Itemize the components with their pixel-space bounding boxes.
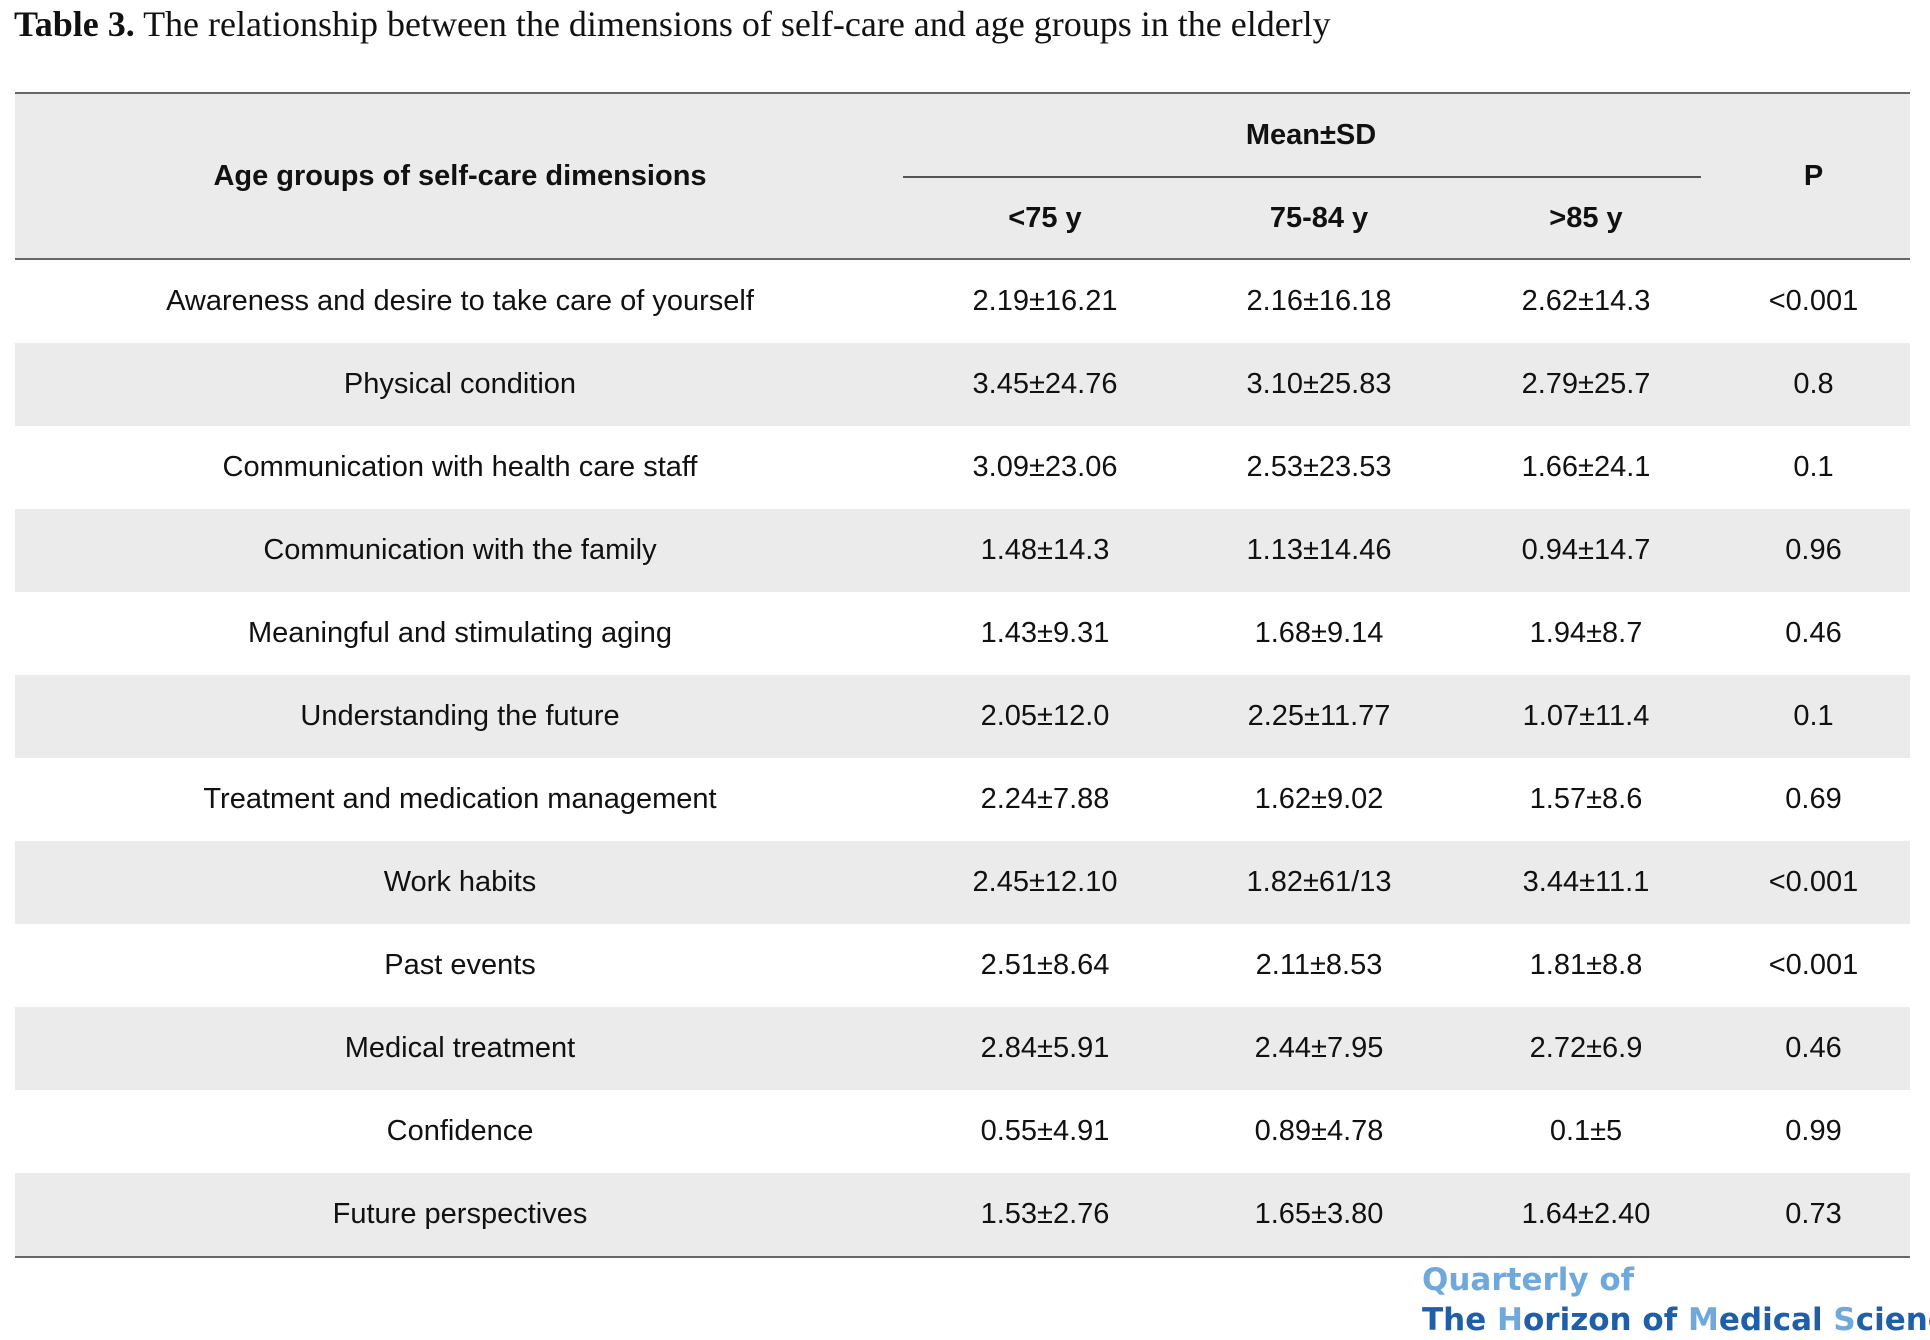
row-value-75-84: 1.68±9.14	[1254, 617, 1384, 649]
table-row: Understanding the future 2.05±12.0 2.25±…	[15, 675, 1910, 758]
table-top-rule	[15, 92, 1910, 94]
header-group-rule	[903, 176, 1701, 178]
row-dimension: Communication with health care staff	[222, 451, 698, 483]
row-dimension: Work habits	[383, 866, 537, 898]
row-p-value: <0.001	[1768, 866, 1859, 898]
row-p-value: 0.8	[1793, 368, 1834, 400]
row-value-under-75: 2.24±7.88	[980, 783, 1110, 815]
logo-part: edical	[1718, 1302, 1834, 1338]
row-dimension: Understanding the future	[300, 700, 620, 732]
header-col-under-75: <75 y	[1008, 202, 1082, 234]
row-value-75-84: 1.65±3.80	[1254, 1198, 1384, 1230]
table-row: Meaningful and stimulating aging 1.43±9.…	[15, 592, 1910, 675]
row-dimension: Meaningful and stimulating aging	[248, 617, 672, 649]
row-dimension: Medical treatment	[344, 1032, 576, 1064]
row-p-value: 0.1	[1793, 700, 1834, 732]
logo-part: S	[1833, 1302, 1856, 1338]
row-value-over-85: 1.57±8.6	[1529, 783, 1643, 815]
row-value-over-85: 1.94±8.7	[1529, 617, 1643, 649]
row-value-under-75: 0.55±4.91	[980, 1115, 1110, 1147]
row-dimension: Confidence	[386, 1115, 534, 1147]
table-row: Physical condition 3.45±24.76 3.10±25.83…	[15, 343, 1910, 426]
header-dimension: Age groups of self-care dimensions	[213, 160, 707, 192]
row-value-over-85: 3.44±11.1	[1522, 866, 1650, 898]
row-value-75-84: 2.44±7.95	[1254, 1032, 1384, 1064]
table-body: Awareness and desire to take care of you…	[15, 260, 1910, 1256]
row-value-over-85: 0.94±14.7	[1521, 534, 1651, 566]
row-value-over-85: 1.07±11.4	[1522, 700, 1650, 732]
row-value-over-85: 2.72±6.9	[1529, 1032, 1643, 1064]
row-dimension: Communication with the family	[263, 534, 657, 566]
row-value-under-75: 2.45±12.10	[972, 866, 1118, 898]
table-row: Confidence 0.55±4.91 0.89±4.78 0.1±5 0.9…	[15, 1090, 1910, 1173]
row-value-75-84: 1.13±14.46	[1246, 534, 1392, 566]
row-value-over-85: 1.66±24.1	[1521, 451, 1651, 483]
row-value-75-84: 2.11±8.53	[1255, 949, 1383, 981]
header-p-value: P	[1803, 160, 1824, 192]
data-table: Age groups of self-care dimensions Mean±…	[15, 92, 1910, 1258]
table-bottom-rule	[15, 1256, 1910, 1258]
row-value-75-84: 2.53±23.53	[1246, 451, 1392, 483]
row-p-value: 0.69	[1785, 783, 1842, 815]
row-value-under-75: 1.43±9.31	[980, 617, 1110, 649]
row-p-value: 0.99	[1785, 1115, 1842, 1147]
row-value-under-75: 2.05±12.0	[980, 700, 1110, 732]
table-row: Future perspectives 1.53±2.76 1.65±3.80 …	[15, 1173, 1910, 1256]
row-dimension: Past events	[384, 949, 536, 981]
row-value-over-85: 2.62±14.3	[1521, 285, 1651, 317]
table-row: Work habits 2.45±12.10 1.82±61/13 3.44±1…	[15, 841, 1910, 924]
row-dimension: Physical condition	[343, 368, 577, 400]
table-row: Communication with the family 1.48±14.3 …	[15, 509, 1910, 592]
table-row: Medical treatment 2.84±5.91 2.44±7.95 2.…	[15, 1007, 1910, 1090]
row-value-over-85: 2.79±25.7	[1521, 368, 1651, 400]
table-row: Treatment and medication management 2.24…	[15, 758, 1910, 841]
row-value-over-85: 1.81±8.8	[1529, 949, 1643, 981]
logo-part: H	[1497, 1302, 1523, 1338]
row-dimension: Awareness and desire to take care of you…	[166, 285, 754, 317]
row-p-value: 0.46	[1785, 1032, 1842, 1064]
row-value-under-75: 2.51±8.64	[980, 949, 1110, 981]
row-value-under-75: 2.84±5.91	[980, 1032, 1110, 1064]
header-col-75-84: 75-84 y	[1269, 202, 1369, 234]
row-p-value: <0.001	[1768, 285, 1859, 317]
row-dimension: Future perspectives	[332, 1198, 588, 1230]
journal-logo-line1: Quarterly of	[1422, 1262, 1635, 1298]
row-value-over-85: 0.1±5	[1549, 1115, 1623, 1147]
row-p-value: <0.001	[1768, 949, 1859, 981]
row-value-75-84: 1.82±61/13	[1246, 866, 1392, 898]
row-p-value: 0.46	[1785, 617, 1842, 649]
row-p-value: 0.1	[1793, 451, 1834, 483]
row-p-value: 0.96	[1785, 534, 1842, 566]
row-value-under-75: 1.48±14.3	[980, 534, 1110, 566]
row-value-75-84: 1.62±9.02	[1254, 783, 1384, 815]
logo-part: orizon of	[1523, 1302, 1688, 1338]
journal-logo: Quarterly of The Horizon of Medical Scie…	[1422, 1260, 1930, 1340]
row-value-under-75: 3.09±23.06	[972, 451, 1118, 483]
table-row: Communication with health care staff 3.0…	[15, 426, 1910, 509]
table-caption-title: The relationship between the dimensions …	[134, 4, 1331, 44]
row-value-75-84: 2.25±11.77	[1247, 700, 1391, 732]
row-value-under-75: 3.45±24.76	[972, 368, 1118, 400]
header-col-over-85: >85 y	[1549, 202, 1623, 234]
table-row: Awareness and desire to take care of you…	[15, 260, 1910, 343]
row-value-under-75: 2.19±16.21	[972, 285, 1118, 317]
row-p-value: 0.73	[1785, 1198, 1842, 1230]
row-value-over-85: 1.64±2.40	[1521, 1198, 1651, 1230]
row-dimension: Treatment and medication management	[203, 783, 717, 815]
header-mean-sd: Mean±SD	[1245, 119, 1377, 151]
table-header-rule	[15, 258, 1910, 260]
logo-part: ciences	[1855, 1302, 1930, 1338]
row-value-under-75: 1.53±2.76	[980, 1198, 1110, 1230]
table-caption-label: Table 3.	[14, 4, 135, 44]
table-row: Past events 2.51±8.64 2.11±8.53 1.81±8.8…	[15, 924, 1910, 1007]
logo-part: The	[1422, 1302, 1498, 1338]
table-caption: Table 3. The relationship between the di…	[14, 2, 1331, 46]
row-value-75-84: 3.10±25.83	[1246, 368, 1392, 400]
row-value-75-84: 0.89±4.78	[1254, 1115, 1384, 1147]
row-value-75-84: 2.16±16.18	[1246, 285, 1392, 317]
table-header: Age groups of self-care dimensions Mean±…	[15, 94, 1910, 258]
journal-logo-line2: The Horizon of Medical Sciences	[1422, 1300, 1930, 1340]
logo-part: M	[1688, 1302, 1719, 1338]
